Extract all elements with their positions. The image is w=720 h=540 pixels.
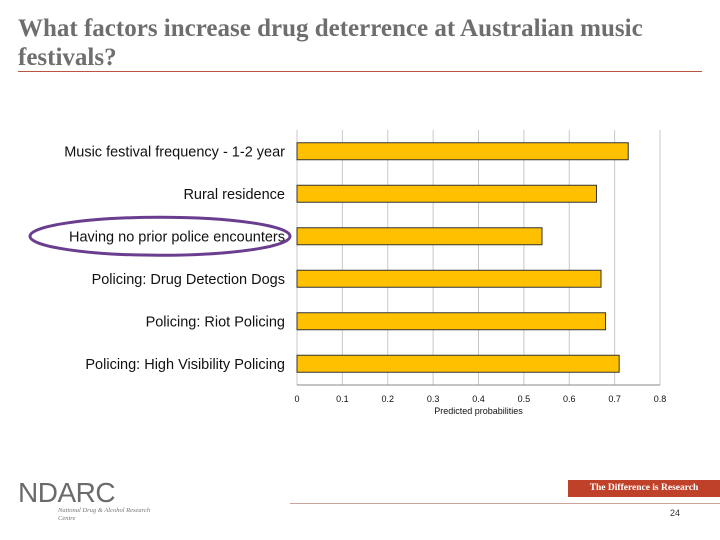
bar <box>296 184 597 203</box>
x-axis-title: Predicted probabilities <box>434 406 523 416</box>
tick-label: 0.6 <box>563 394 576 404</box>
category-label: Rural residence <box>183 187 285 203</box>
ndarc-logo: NDARC National Drug & Alcohol Research C… <box>18 478 168 524</box>
tick-label: 0.3 <box>427 394 440 404</box>
category-label: Policing: Riot Policing <box>146 314 285 330</box>
slide-title: What factors increase drug deterrence at… <box>18 15 643 71</box>
bar <box>296 227 543 246</box>
footer-divider <box>290 503 720 504</box>
bar <box>296 269 602 288</box>
highlight-ellipse <box>28 215 292 257</box>
tick-label: 0.2 <box>381 394 394 404</box>
tick-label: 0.1 <box>336 394 349 404</box>
category-label: Having no prior police encounters <box>69 229 285 245</box>
tick-label: 0 <box>294 394 299 404</box>
title-divider <box>18 71 702 72</box>
page-number: 24 <box>669 508 680 518</box>
logo-subtitle: National Drug & Alcohol Research Centre <box>58 507 151 522</box>
bar <box>296 142 629 161</box>
bar-chart: Music festival frequency - 1-2 year Rural… <box>28 130 667 416</box>
tick-label: 0.4 <box>472 394 485 404</box>
category-label: Music festival frequency - 1-2 year <box>64 144 285 160</box>
tick-label: 0.7 <box>608 394 621 404</box>
tick-label: 0.5 <box>518 394 531 404</box>
category-label: Policing: Drug Detection Dogs <box>92 272 285 288</box>
logo-wordmark: NDARC <box>18 477 116 508</box>
tagline-banner: The Difference is Research <box>568 480 720 497</box>
category-label: Policing: High Visibility Policing <box>85 357 285 373</box>
tick-label: 0.8 <box>654 394 667 404</box>
bar <box>296 354 620 373</box>
bar <box>296 312 607 331</box>
